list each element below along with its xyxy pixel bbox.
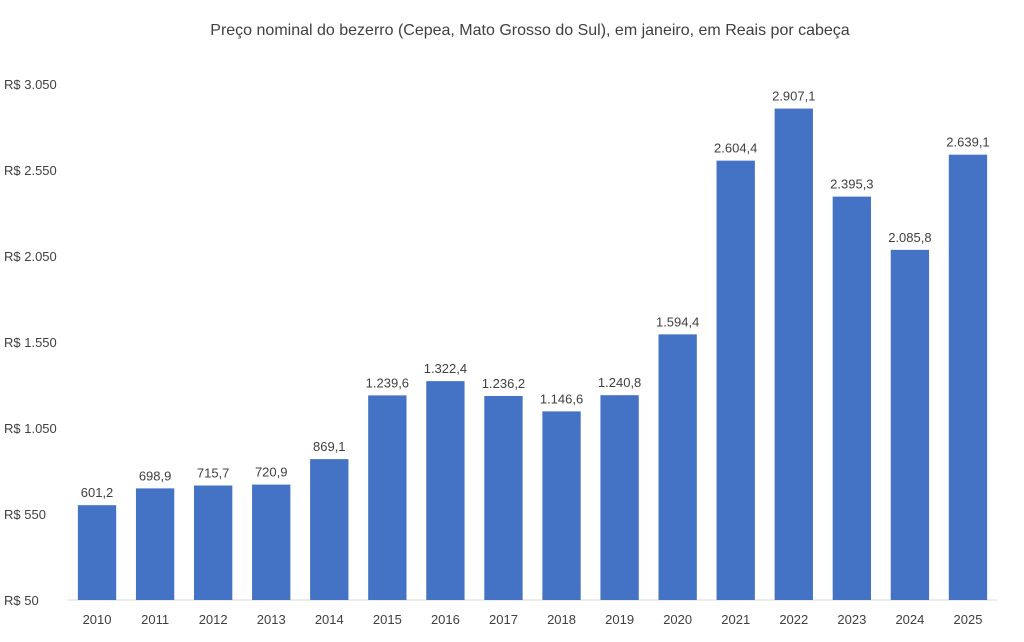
data-label-2016: 1.322,4 bbox=[424, 361, 467, 376]
chart-title: Preço nominal do bezerro (Cepea, Mato Gr… bbox=[210, 22, 850, 39]
bar-2024 bbox=[890, 249, 930, 600]
x-tick-label-2023: 2023 bbox=[837, 612, 866, 627]
bar-2017 bbox=[484, 395, 523, 600]
x-tick-label-2015: 2015 bbox=[373, 612, 402, 627]
data-label-2021: 2.604,4 bbox=[714, 141, 757, 156]
x-tick-label-2018: 2018 bbox=[547, 612, 576, 627]
y-tick-label: R$ 2.550 bbox=[4, 163, 57, 178]
x-tick-label-2022: 2022 bbox=[779, 612, 808, 627]
bar-2023 bbox=[832, 196, 872, 600]
bar-2010 bbox=[77, 505, 117, 600]
bar-2015 bbox=[368, 395, 407, 600]
bar-2019 bbox=[600, 395, 639, 600]
data-label-2012: 715,7 bbox=[197, 465, 230, 480]
data-label-2013: 720,9 bbox=[255, 465, 288, 480]
data-label-2014: 869,1 bbox=[313, 439, 346, 454]
bar-2018 bbox=[542, 411, 581, 600]
bar-2011 bbox=[135, 488, 175, 600]
data-label-2025: 2.639,1 bbox=[946, 135, 989, 150]
data-label-2018: 1.146,6 bbox=[540, 391, 583, 406]
data-label-2023: 2.395,3 bbox=[830, 177, 873, 192]
data-label-2017: 1.236,2 bbox=[482, 376, 525, 391]
bar-2012 bbox=[193, 485, 233, 600]
bar-2016 bbox=[426, 381, 465, 600]
y-tick-label: R$ 1.550 bbox=[4, 335, 57, 350]
data-label-2015: 1.239,6 bbox=[366, 375, 409, 390]
y-tick-label: R$ 550 bbox=[4, 507, 46, 522]
y-tick-label: R$ 3.050 bbox=[4, 77, 57, 92]
x-tick-label-2012: 2012 bbox=[199, 612, 228, 627]
data-label-2020: 1.594,4 bbox=[656, 314, 699, 329]
x-tick-label-2016: 2016 bbox=[431, 612, 460, 627]
x-tick-label-2020: 2020 bbox=[663, 612, 692, 627]
data-label-2019: 1.240,8 bbox=[598, 375, 641, 390]
x-tick-label-2024: 2024 bbox=[895, 612, 924, 627]
data-label-2010: 601,2 bbox=[81, 485, 114, 500]
bar-2013 bbox=[252, 484, 291, 600]
data-label-2022: 2.907,1 bbox=[772, 89, 815, 104]
x-tick-label-2019: 2019 bbox=[605, 612, 634, 627]
y-tick-label: R$ 1.050 bbox=[4, 421, 57, 436]
bar-2022 bbox=[774, 108, 813, 600]
bar-2025 bbox=[948, 154, 988, 600]
data-label-2024: 2.085,8 bbox=[888, 230, 931, 245]
x-tick-label-2014: 2014 bbox=[315, 612, 344, 627]
y-tick-label: R$ 50 bbox=[4, 593, 39, 608]
x-tick-label-2011: 2011 bbox=[141, 612, 169, 627]
x-tick-label-2013: 2013 bbox=[257, 612, 286, 627]
x-tick-label-2010: 2010 bbox=[83, 612, 112, 627]
data-label-2011: 698,9 bbox=[139, 468, 172, 483]
y-tick-label: R$ 2.050 bbox=[4, 249, 57, 264]
bar-2014 bbox=[310, 459, 349, 600]
x-tick-label-2025: 2025 bbox=[954, 612, 983, 627]
x-tick-label-2021: 2021 bbox=[721, 612, 750, 627]
x-tick-label-2017: 2017 bbox=[489, 612, 518, 627]
bar-2021 bbox=[716, 160, 755, 601]
bar-2020 bbox=[658, 334, 697, 600]
